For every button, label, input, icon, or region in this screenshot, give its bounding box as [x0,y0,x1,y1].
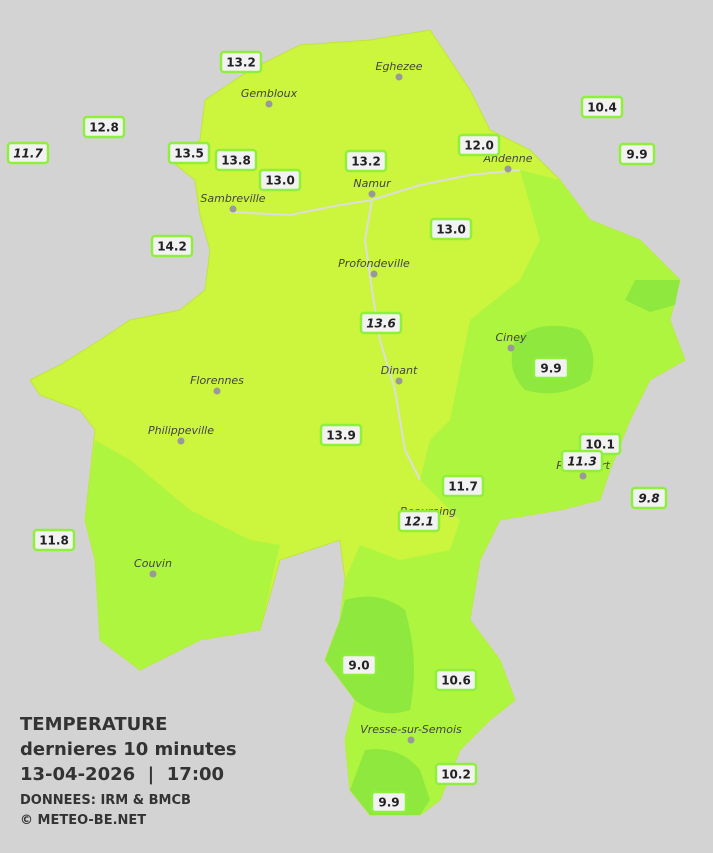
city-label: Philippeville [148,424,214,437]
station-box [441,474,485,498]
station-box [630,486,668,510]
city-dot [370,270,378,278]
station-box [6,141,50,165]
city-dot [229,205,237,213]
city-label: Sambreville [200,192,265,205]
station-value: 10.4 [587,101,617,115]
station-box [167,141,211,165]
city-label: Ciney [496,331,527,344]
station-value: 13.5 [174,147,204,161]
station-value: 11.8 [39,534,69,548]
station-value: 13.8 [221,154,251,168]
station-box [82,115,126,139]
station-value: 11.3 [567,455,597,469]
station-value: 11.7 [13,147,43,161]
station-box [214,148,258,172]
station-box [258,168,302,192]
station-box [319,423,363,447]
cold-spot [350,749,430,815]
legend-datetime: 13-04-2026 | 17:00 [20,764,224,785]
city-label: Gembloux [241,87,298,100]
city-label: Eghezee [376,60,423,73]
city-label: Vresse-sur-Semois [360,723,462,736]
station-box [457,133,501,157]
station-box [434,668,478,692]
city-label: Dinant [381,364,418,377]
station-value: 14.2 [157,240,187,254]
station-box [429,217,473,241]
city-dot [177,437,185,445]
cooler-zone-west [85,440,280,670]
station-box [32,528,76,552]
city-label: Namur [353,177,392,190]
city-dot [265,100,273,108]
station-value: 10.1 [585,438,615,452]
station-box [150,234,194,258]
station-value: 13.0 [436,223,466,237]
station-box [580,95,624,119]
station-value: 13.0 [265,174,295,188]
station-box [532,356,570,380]
city-dot [395,377,403,385]
legend-title: TEMPERATURE [20,714,167,735]
city-dot [407,736,415,744]
station-value: 9.9 [626,148,647,162]
station-box [219,50,263,74]
station-value: 9.8 [638,492,659,506]
station-value: 10.2 [441,768,471,782]
station-value: 9.0 [348,659,369,673]
station-value: 12.1 [404,515,434,529]
station-value: 9.9 [378,796,399,810]
station-box [359,311,403,335]
station-box [344,149,388,173]
city-dot [149,570,157,578]
city-label: Florennes [190,374,244,387]
city-dot [504,165,512,173]
city-dot [579,472,587,480]
city-label: Couvin [134,557,172,570]
legend-credit: © METEO-BE.NET [20,813,146,828]
station-value: 13.9 [326,429,356,443]
station-value: 13.2 [226,56,256,70]
city-dot [368,190,376,198]
station-value: 13.2 [351,155,381,169]
legend-source: DONNEES: IRM & BMCB [20,793,191,808]
legend-subtitle: dernieres 10 minutes [20,739,237,760]
cold-spot [625,280,680,312]
station-box [370,790,408,814]
station-box [434,762,478,786]
station-value: 10.6 [441,674,471,688]
city-dot [395,73,403,81]
city-dot [213,387,221,395]
station-box [618,142,656,166]
station-value: 12.8 [89,121,119,135]
cooler-zone [325,170,685,815]
station-box [560,449,604,473]
station-value: 9.9 [540,362,561,376]
station-box [340,653,378,677]
city-label: Profondeville [338,257,410,270]
city-dot [507,344,515,352]
river [229,169,521,481]
station-value: 12.0 [464,139,494,153]
station-box [397,509,441,533]
station-value: 11.7 [448,480,478,494]
station-value: 13.6 [366,317,396,331]
